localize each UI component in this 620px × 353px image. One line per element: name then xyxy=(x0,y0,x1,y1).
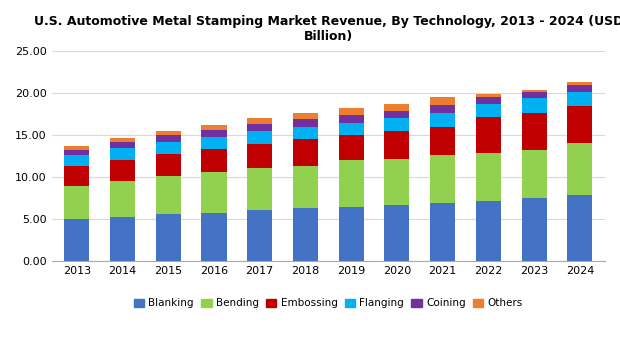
Bar xyxy=(64,155,89,166)
Bar xyxy=(110,181,135,217)
Bar xyxy=(156,131,181,135)
Bar xyxy=(156,176,181,214)
Bar xyxy=(430,203,455,262)
Bar xyxy=(384,104,409,111)
Bar xyxy=(384,118,409,131)
Bar xyxy=(293,127,318,139)
Bar xyxy=(247,168,272,210)
Bar xyxy=(247,144,272,168)
Bar xyxy=(202,137,226,149)
Bar xyxy=(293,113,318,119)
Bar xyxy=(202,172,226,213)
Bar xyxy=(521,98,547,113)
Bar xyxy=(293,166,318,209)
Title: U.S. Automotive Metal Stamping Market Revenue, By Technology, 2013 - 2024 (USD
B: U.S. Automotive Metal Stamping Market Re… xyxy=(33,15,620,43)
Bar xyxy=(110,142,135,148)
Bar xyxy=(384,131,409,159)
Legend: Blanking, Bending, Embossing, Flanging, Coining, Others: Blanking, Bending, Embossing, Flanging, … xyxy=(130,294,527,312)
Bar xyxy=(64,220,89,262)
Bar xyxy=(521,113,547,150)
Bar xyxy=(430,97,455,105)
Bar xyxy=(293,139,318,166)
Bar xyxy=(567,85,593,91)
Bar xyxy=(521,198,547,262)
Bar xyxy=(430,127,455,155)
Bar xyxy=(567,82,593,85)
Bar xyxy=(384,111,409,118)
Bar xyxy=(567,195,593,262)
Bar xyxy=(339,161,364,207)
Bar xyxy=(110,160,135,181)
Bar xyxy=(110,217,135,262)
Bar xyxy=(430,155,455,203)
Bar xyxy=(339,135,364,161)
Bar xyxy=(476,94,501,97)
Bar xyxy=(476,97,501,104)
Bar xyxy=(339,108,364,115)
Bar xyxy=(156,135,181,142)
Bar xyxy=(430,113,455,127)
Bar xyxy=(293,209,318,262)
Bar xyxy=(339,122,364,135)
Bar xyxy=(64,146,89,150)
Bar xyxy=(567,91,593,106)
Bar xyxy=(156,154,181,176)
Bar xyxy=(521,150,547,198)
Bar xyxy=(339,115,364,122)
Bar xyxy=(64,150,89,155)
Bar xyxy=(476,201,501,262)
Bar xyxy=(430,105,455,113)
Bar xyxy=(384,159,409,205)
Bar xyxy=(247,210,272,262)
Bar xyxy=(247,118,272,124)
Bar xyxy=(202,149,226,172)
Bar xyxy=(476,104,501,117)
Bar xyxy=(521,91,547,98)
Bar xyxy=(293,119,318,127)
Bar xyxy=(110,138,135,142)
Bar xyxy=(202,130,226,137)
Bar xyxy=(110,148,135,160)
Bar xyxy=(156,214,181,262)
Bar xyxy=(476,117,501,153)
Bar xyxy=(521,90,547,91)
Bar xyxy=(202,125,226,130)
Bar xyxy=(384,205,409,262)
Bar xyxy=(64,186,89,220)
Bar xyxy=(339,207,364,262)
Bar xyxy=(476,153,501,201)
Bar xyxy=(567,106,593,143)
Bar xyxy=(64,166,89,186)
Bar xyxy=(202,213,226,262)
Bar xyxy=(156,142,181,154)
Bar xyxy=(247,124,272,131)
Bar xyxy=(567,143,593,195)
Bar xyxy=(247,131,272,144)
